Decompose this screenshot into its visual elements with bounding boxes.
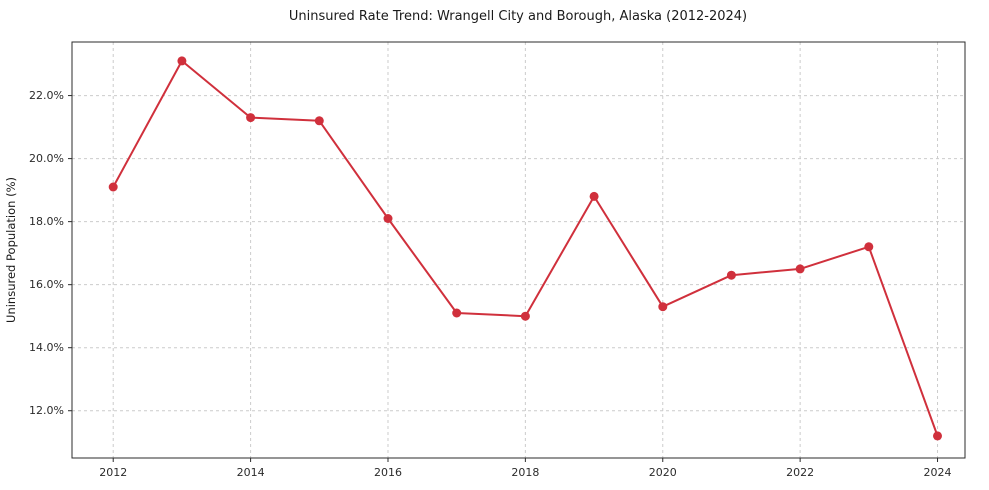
x-tick-label: 2018: [511, 466, 539, 479]
x-tick-label: 2014: [237, 466, 265, 479]
data-point: [314, 116, 324, 126]
data-point: [658, 302, 668, 312]
data-point: [177, 56, 187, 66]
data-series: [108, 56, 942, 441]
y-tick-label: 12.0%: [29, 404, 64, 417]
y-tick-label: 20.0%: [29, 152, 64, 165]
y-tick-label: 16.0%: [29, 278, 64, 291]
x-tick-label: 2024: [924, 466, 952, 479]
data-point: [246, 113, 256, 123]
y-axis-label: Uninsured Population (%): [4, 177, 18, 323]
y-tick-label: 14.0%: [29, 341, 64, 354]
y-tick-label: 18.0%: [29, 215, 64, 228]
data-point: [933, 431, 942, 441]
axis-ticks: 12.0% 14.0% 16.0% 18.0% 20.0% 22.0% 2012 2014 20…: [29, 89, 951, 479]
x-tick-label: 2022: [786, 466, 814, 479]
x-tick-label: 2016: [374, 466, 402, 479]
data-point: [795, 264, 805, 274]
data-point: [108, 182, 118, 192]
data-point: [864, 242, 874, 252]
data-point: [452, 308, 462, 318]
chart-title: Uninsured Rate Trend: Wrangell City and …: [289, 9, 747, 24]
data-point: [726, 270, 736, 280]
data-point: [589, 191, 599, 201]
data-point: [520, 311, 530, 321]
gridlines: [72, 42, 965, 458]
y-tick-label: 22.0%: [29, 89, 64, 102]
x-tick-label: 2012: [99, 466, 127, 479]
data-point: [383, 214, 393, 223]
x-tick-label: 2020: [649, 466, 677, 479]
plot-border: [71, 41, 966, 459]
